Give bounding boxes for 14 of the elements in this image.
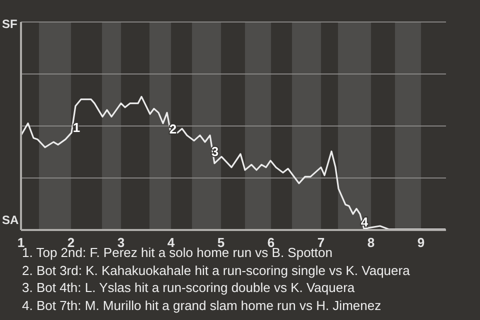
annotation: 1 [72,120,80,135]
text: SA [2,213,19,227]
text: 2. Bot 3rd: K. Kahakuokahale hit a run-scoring single vs K. Vaquera [22,262,410,279]
x-tick-label: 5 [217,235,225,250]
x-tick-label: 9 [417,235,425,250]
x-tick-label: 1 [17,235,25,250]
x-tick-label: 7 [317,235,325,250]
x-tick-label: 3 [117,235,125,250]
text: 4. Bot 7th: M. Murillo hit a grand slam home run vs H. Jimenez [22,296,382,314]
x-tick-label: 8 [367,235,375,250]
text: SF [2,17,18,31]
x-tick-label: 4 [167,235,176,250]
x-tick-label: 2 [67,235,75,250]
text: 3. Bot 4th: L. Yslas hit a run-scoring double vs K. Vaquera [22,279,356,296]
